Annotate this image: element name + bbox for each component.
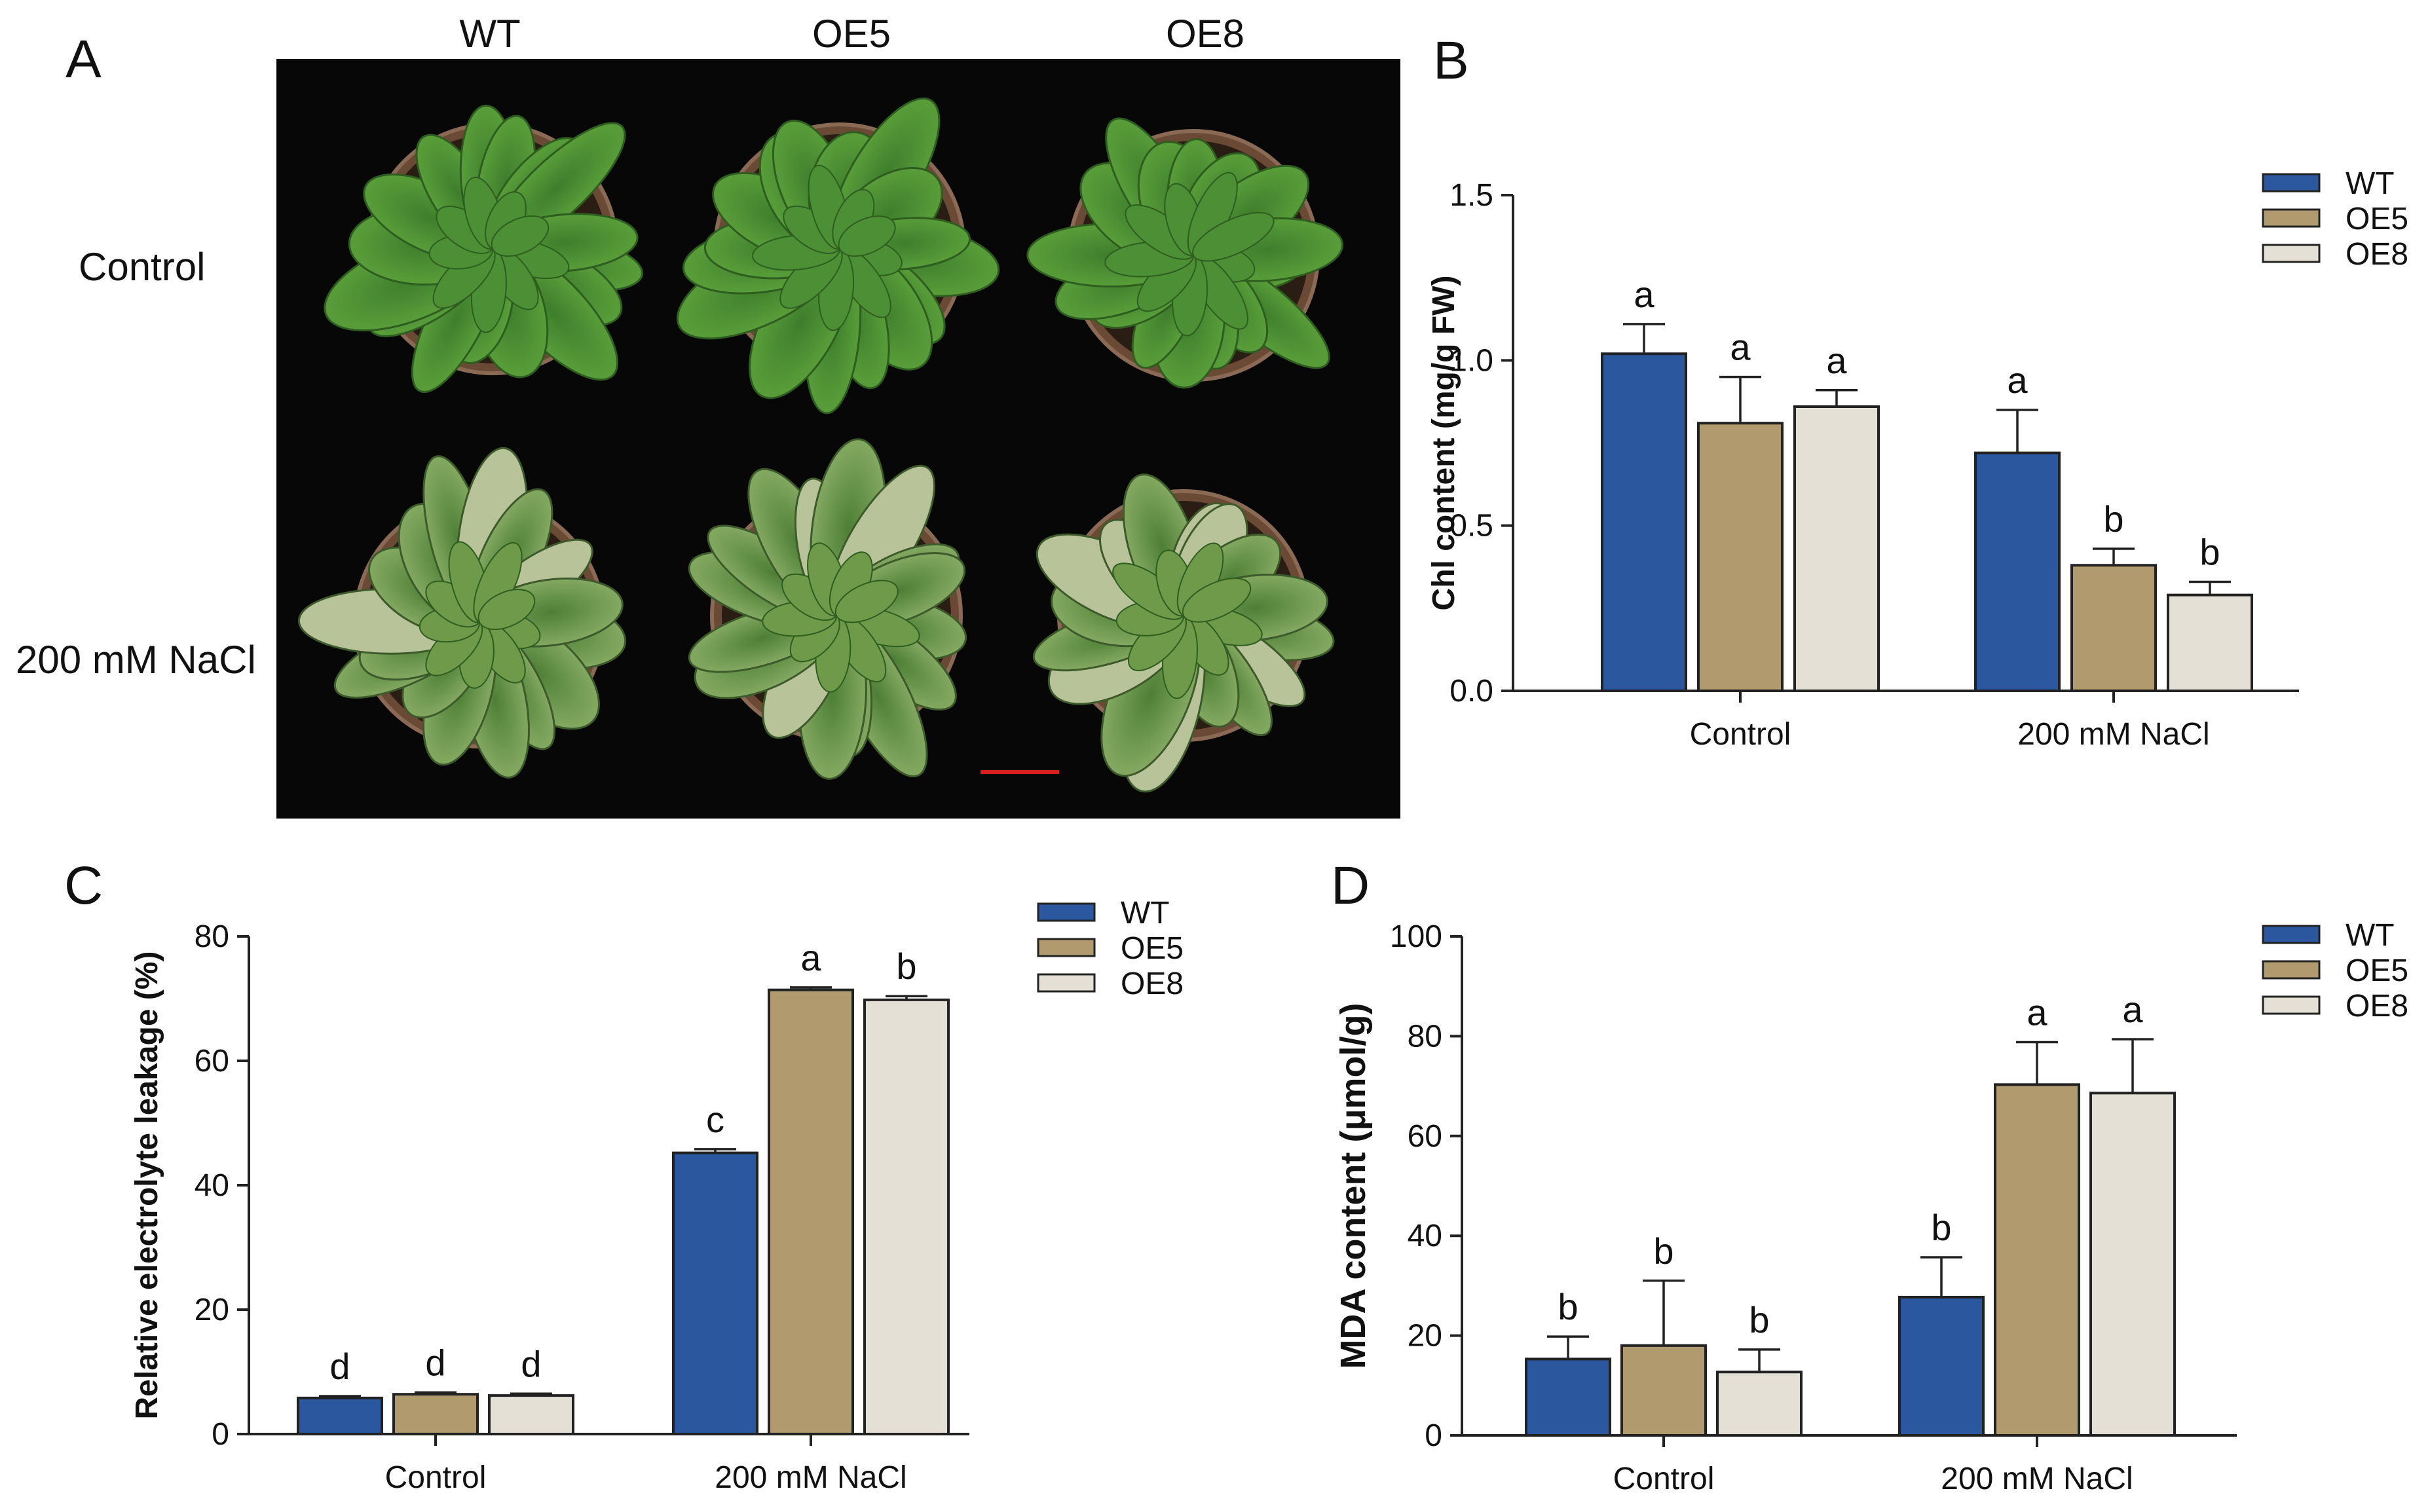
chart-b: B 0.0 0.5 1.0 1.5 Chl content (mg/g FW) Contr…: [1427, 31, 2408, 752]
legend-swatch-oe5: [1037, 938, 1096, 957]
significance-letter-oe8-control: b: [1749, 1299, 1769, 1340]
legend-swatch-wt: [1037, 902, 1096, 922]
panel-b-letter: B: [1433, 31, 1469, 90]
y-axis-label: Relative electrolyte leakage (%): [130, 951, 164, 1419]
bar-oe5-control: [1620, 1344, 1707, 1437]
legend-swatch-oe5: [2262, 960, 2321, 980]
bar-wt-200-mm-nacl: [1974, 451, 2061, 692]
panel-c-letter: C: [64, 856, 103, 915]
significance-letter-oe8-200-mm-nacl: b: [896, 946, 916, 987]
panel-a-letter: A: [65, 29, 102, 89]
y-tick-label: 80: [1408, 1019, 1442, 1054]
bar-oe5-200-mm-nacl: [768, 988, 854, 1435]
bar-wt-200-mm-nacl: [672, 1151, 758, 1435]
column-label-oe5: OE5: [812, 12, 891, 56]
plant-photo: [276, 59, 1400, 819]
y-tick-label: 60: [1408, 1119, 1442, 1154]
significance-letter-oe5-200-mm-nacl: a: [2027, 992, 2047, 1033]
legend-label-oe8: OE8: [2346, 237, 2408, 272]
y-tick-label: 1.5: [1449, 178, 1493, 213]
x-tick-label-control: Control: [1613, 1462, 1715, 1496]
y-axis-label: Chl content (mg/g FW): [1427, 276, 1461, 611]
legend-swatch-oe8: [1037, 973, 1096, 993]
y-tick-label: 0: [1425, 1418, 1442, 1453]
legend-swatch-oe5: [2262, 208, 2321, 228]
bar-oe8-200-mm-nacl: [863, 998, 950, 1435]
row-label-nacl: 200 mM NaCl: [16, 638, 256, 682]
row-label-control: Control: [79, 245, 206, 289]
column-label-oe8: OE8: [1165, 12, 1245, 56]
significance-letter-wt-control: b: [1558, 1286, 1578, 1327]
bar-oe8-control: [1793, 405, 1880, 693]
rosette-plant: [1032, 473, 1335, 793]
significance-letter-oe8-200-mm-nacl: b: [2199, 531, 2220, 572]
significance-letter-oe8-control: a: [1826, 340, 1847, 381]
significance-letter-oe8-control: d: [521, 1343, 541, 1384]
y-tick-label: 20: [1408, 1319, 1442, 1354]
bar-oe8-control: [1716, 1371, 1803, 1437]
significance-letter-wt-200-mm-nacl: c: [706, 1099, 724, 1140]
legend-label-oe8: OE8: [2346, 989, 2408, 1023]
legend-swatch-wt: [2262, 173, 2321, 193]
legend-label-oe5: OE5: [2346, 202, 2408, 236]
y-tick-label: 100: [1390, 919, 1442, 954]
significance-letter-oe5-200-mm-nacl: b: [2103, 498, 2123, 540]
y-tick-label: 40: [1408, 1219, 1442, 1253]
significance-letter-oe5-200-mm-nacl: a: [800, 937, 821, 978]
y-tick-label: 20: [195, 1293, 229, 1327]
legend-label-wt: WT: [2346, 918, 2395, 953]
legend-label-oe5: OE5: [2346, 953, 2408, 988]
rosette-plant: [1026, 117, 1343, 389]
significance-letter-wt-control: a: [1634, 274, 1654, 315]
significance-letter-wt-200-mm-nacl: a: [2007, 360, 2028, 401]
y-tick-label: 60: [195, 1044, 229, 1079]
y-tick-label: 0.0: [1449, 674, 1493, 709]
legend-swatch-oe8: [2262, 995, 2321, 1015]
x-tick-label-control: Control: [1690, 717, 1791, 752]
bar-wt-200-mm-nacl: [1898, 1295, 1985, 1437]
legend-label-wt: WT: [2346, 166, 2395, 201]
significance-letter-wt-control: d: [329, 1346, 350, 1387]
y-tick-label: 40: [195, 1168, 229, 1203]
bar-oe5-200-mm-nacl: [2070, 564, 2157, 693]
x-tick-label-200-mm-nacl: 200 mM NaCl: [1941, 1462, 2133, 1496]
bar-oe8-200-mm-nacl: [2167, 593, 2253, 692]
chart-c: C 0 20 40 60 80 Relative electrolyte leakage …: [64, 856, 1184, 1495]
rosette-plant: [688, 438, 967, 780]
significance-letter-oe5-control: a: [1730, 327, 1751, 368]
rosette-plant: [676, 97, 1000, 415]
bar-oe5-200-mm-nacl: [1994, 1083, 2080, 1437]
bar-wt-control: [1601, 352, 1687, 692]
panel-d-letter: D: [1331, 856, 1370, 915]
legend-label-oe8: OE8: [1121, 967, 1184, 1001]
rosette-plant: [324, 104, 644, 394]
y-tick-label: 1.0: [1449, 343, 1493, 378]
legend-swatch-wt: [2262, 925, 2321, 944]
rosette-plant: [297, 447, 627, 779]
chart-d: D 0 20 40 60 80 100 MDA content (μmol/g) Contro…: [1331, 856, 2408, 1496]
y-tick-label: 0.5: [1449, 509, 1493, 544]
legend-label-oe5: OE5: [1121, 931, 1184, 966]
bar-oe5-control: [1697, 422, 1784, 692]
bar-wt-control: [1525, 1357, 1611, 1437]
bar-wt-control: [297, 1396, 383, 1436]
legend-label-wt: WT: [1121, 896, 1170, 931]
significance-letter-oe5-control: d: [425, 1342, 445, 1383]
bar-oe8-control: [488, 1394, 574, 1435]
column-label-wt: WT: [459, 12, 521, 56]
x-tick-label-control: Control: [385, 1460, 487, 1495]
y-axis-label: MDA content (μmol/g): [1334, 1003, 1373, 1369]
x-tick-label-200-mm-nacl: 200 mM NaCl: [715, 1460, 907, 1495]
y-tick-label: 80: [195, 919, 229, 954]
significance-letter-wt-200-mm-nacl: b: [1931, 1207, 1951, 1248]
x-tick-label-200-mm-nacl: 200 mM NaCl: [2017, 717, 2209, 752]
bar-oe8-200-mm-nacl: [2089, 1092, 2176, 1437]
bar-oe5-control: [392, 1393, 479, 1436]
legend-swatch-oe8: [2262, 244, 2321, 263]
significance-letter-oe8-200-mm-nacl: a: [2122, 989, 2143, 1030]
y-tick-label: 0: [212, 1417, 229, 1452]
significance-letter-oe5-control: b: [1653, 1230, 1673, 1272]
